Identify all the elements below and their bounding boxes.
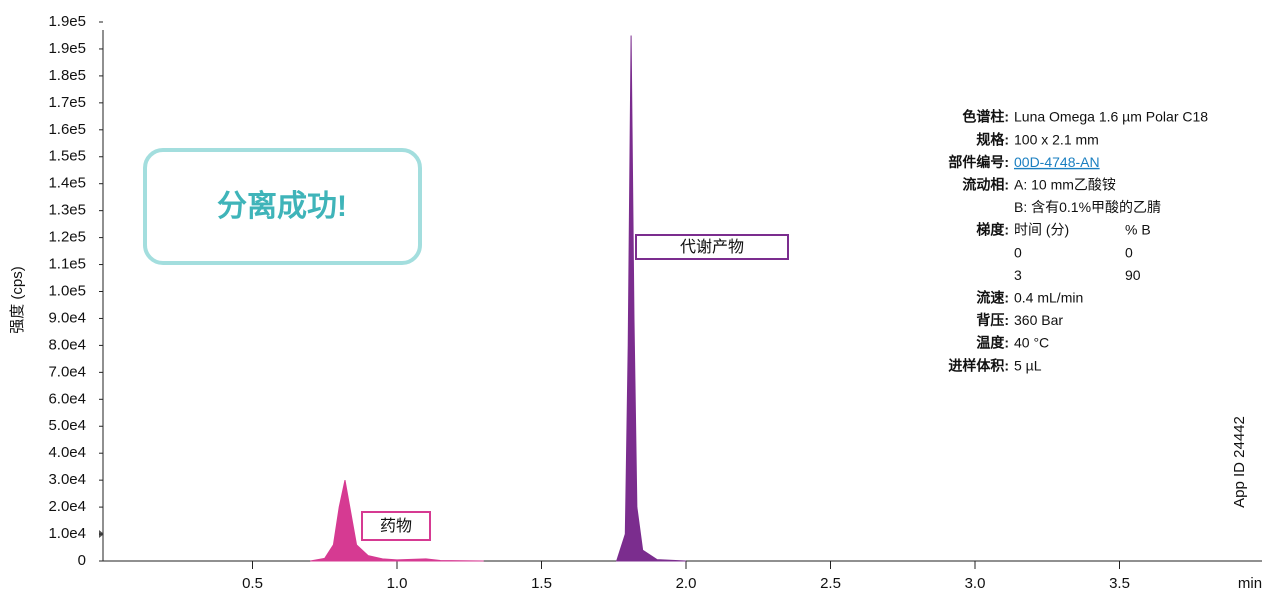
x-tick-label: 2.5 xyxy=(820,575,841,592)
y-tick-label: 7.0e4 xyxy=(48,363,86,380)
method-key: 规格: xyxy=(976,131,1009,147)
method-value[interactable]: 00D-4748-AN xyxy=(1014,154,1100,170)
peak-label-box xyxy=(635,234,789,260)
y-tick-label: 1.7e5 xyxy=(48,94,86,111)
peak-label: 药物 xyxy=(380,517,412,535)
y-tick-label: 1.9e5 xyxy=(48,13,86,30)
y-tick-label: 1.1e5 xyxy=(48,256,86,273)
gradient-cell: % B xyxy=(1125,222,1151,238)
x-tick-label: 0.5 xyxy=(242,575,263,592)
method-key: 色谱柱: xyxy=(962,109,1009,125)
method-key: 进样体积: xyxy=(948,357,1009,373)
x-tick-label: 3.5 xyxy=(1109,575,1130,592)
method-key: 温度: xyxy=(976,335,1009,351)
y-tick-label: 6.0e4 xyxy=(48,390,86,407)
y-tick-label: 5.0e4 xyxy=(48,417,86,434)
y-tick-label: 9.0e4 xyxy=(48,309,86,326)
area xyxy=(615,35,687,562)
x-tick-label: 1.5 xyxy=(531,575,552,592)
y-tick-label: 1.5e5 xyxy=(48,148,86,165)
gradient-cell: 90 xyxy=(1125,267,1141,283)
y-tick-label: 2.0e4 xyxy=(48,498,86,515)
y-tick-label: 1.2e5 xyxy=(48,229,86,246)
app-id: App ID 24442 xyxy=(1231,416,1248,508)
y-tick-label: 8.0e4 xyxy=(48,336,86,353)
method-value: 100 x 2.1 mm xyxy=(1014,131,1099,147)
x-axis-label: min xyxy=(1238,575,1262,592)
y-tick-label: 0 xyxy=(78,552,86,569)
gradient-cell: 0 xyxy=(1125,244,1133,260)
x-tick-label: 2.0 xyxy=(676,575,697,592)
method-key: 梯度: xyxy=(976,222,1009,238)
method-value: 0.4 mL/min xyxy=(1014,290,1083,306)
y-tick-label: 1.8e5 xyxy=(48,67,86,84)
method-value: B: 含有0.1%甲酸的乙腈 xyxy=(1014,199,1161,215)
peak-label: 代谢产物 xyxy=(680,238,744,256)
gradient-cell: 3 xyxy=(1014,267,1022,283)
y-tick-label: 1.4e5 xyxy=(48,175,86,192)
y-tick-label: 3.0e4 xyxy=(48,471,86,488)
y-axis-label: 强度 (cps) xyxy=(9,266,26,334)
area xyxy=(310,480,484,562)
gradient-cell: 0 xyxy=(1014,244,1022,260)
peak-label-box xyxy=(361,511,431,541)
x-tick-label: 1.0 xyxy=(387,575,408,592)
y-tick-label: 4.0e4 xyxy=(48,444,86,461)
gradient-cell: 时间 (分) xyxy=(1014,222,1069,238)
badge-text: 分离成功! xyxy=(217,190,347,223)
method-value: 5 µL xyxy=(1014,357,1042,373)
method-value: A: 10 mm乙酸铵 xyxy=(1014,177,1116,193)
method-key: 流速: xyxy=(976,290,1009,306)
badge-box xyxy=(143,148,422,265)
y-tick-label: 1.3e5 xyxy=(48,202,86,219)
method-key: 背压: xyxy=(976,312,1009,328)
x-tick-label: 3.0 xyxy=(965,575,986,592)
y-tick-label: 1.6e5 xyxy=(48,121,86,138)
method-key: 部件编号: xyxy=(948,154,1009,170)
method-value: 40 °C xyxy=(1014,335,1049,351)
method-key: 流动相: xyxy=(962,177,1009,193)
y-tick-label: 1.9e5 xyxy=(48,40,86,57)
method-value: Luna Omega 1.6 µm Polar C18 xyxy=(1014,109,1208,125)
y-tick-label: 1.0e4 xyxy=(48,525,86,542)
method-value: 360 Bar xyxy=(1014,312,1063,328)
y-tick-label: 1.0e5 xyxy=(48,282,86,299)
